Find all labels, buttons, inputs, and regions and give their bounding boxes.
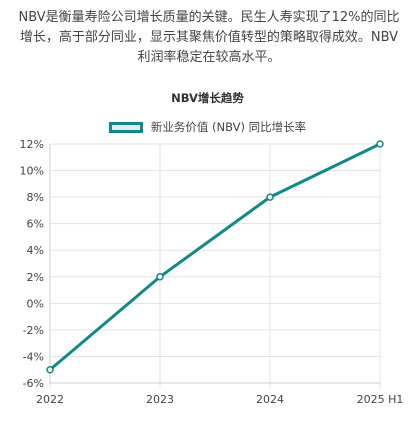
- x-tick-label: 2025 H1: [357, 393, 404, 406]
- chart-legend[interactable]: 新业务价值 (NBV) 同比增长率: [0, 119, 415, 135]
- y-tick-label: 6%: [27, 218, 44, 231]
- data-point: [46, 365, 54, 374]
- legend-label: 新业务价值 (NBV) 同比增长率: [150, 120, 307, 134]
- x-tick-label: 2023: [146, 393, 174, 406]
- y-tick-label: 2%: [27, 271, 44, 284]
- series-line: [49, 142, 381, 371]
- y-tick-label: 8%: [27, 191, 44, 204]
- intro-paragraph: NBV是衡量寿险公司增长质量的关键。民生人寿实现了12%的同比增长，高于部分同业…: [18, 10, 400, 65]
- data-point: [376, 140, 384, 148]
- y-tick-label: -6%: [23, 377, 44, 390]
- y-tick-label: 12%: [20, 138, 44, 151]
- x-tick-label: 2022: [36, 393, 64, 406]
- y-tick-label: 10%: [20, 165, 44, 178]
- legend-swatch: [108, 121, 143, 133]
- chart-title: NBV增长趋势: [171, 91, 244, 105]
- data-point: [266, 193, 274, 201]
- y-tick-label: -2%: [23, 324, 44, 337]
- x-tick-label: 2024: [256, 393, 284, 406]
- y-tick-label: -4%: [23, 350, 44, 363]
- data-point: [156, 273, 164, 281]
- y-tick-label: 4%: [27, 244, 44, 257]
- y-tick-label: 0%: [27, 297, 44, 310]
